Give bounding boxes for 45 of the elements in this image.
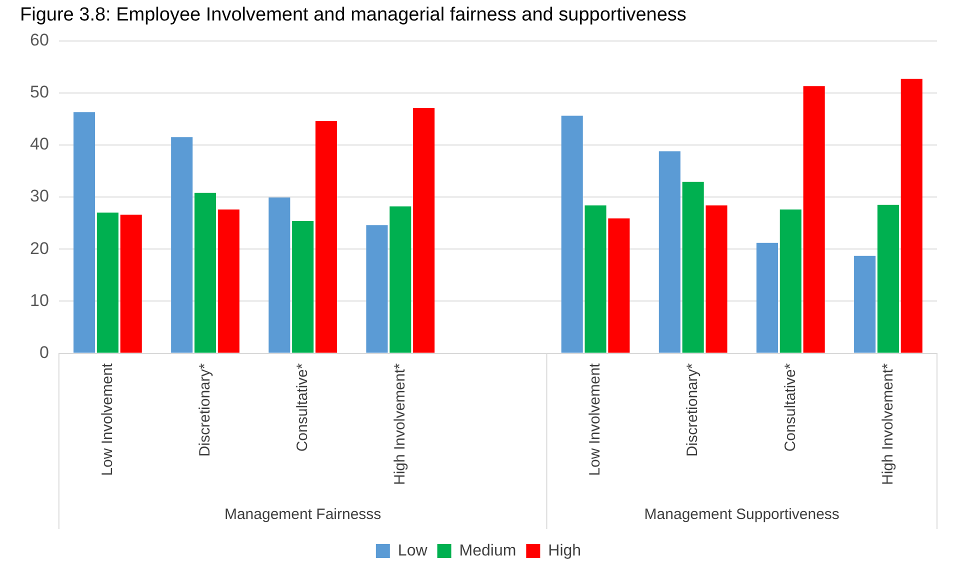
y-tick-label: 50	[30, 82, 49, 102]
x-tick-label: High Involvement*	[879, 363, 896, 486]
bar	[900, 78, 922, 353]
bar	[584, 205, 606, 353]
legend-label: Low	[398, 542, 428, 560]
bar	[877, 204, 899, 353]
x-tick-label: High Involvement*	[392, 363, 409, 486]
x-tick-label: Discretionary*	[196, 363, 214, 457]
bar	[218, 210, 240, 353]
bar	[292, 220, 314, 353]
y-tick-label: 0	[39, 342, 49, 362]
bar	[706, 205, 728, 353]
bar	[561, 116, 583, 353]
bar	[268, 198, 290, 353]
bar	[74, 112, 96, 353]
bar	[413, 108, 435, 353]
text: Management Fairnesss	[224, 506, 382, 524]
chart-title: Figure 3.8: Employee Involvement and managerial fairness and supportiveness	[20, 4, 686, 26]
y-tick-label: 30	[30, 186, 49, 206]
y-tick-label: 20	[30, 238, 49, 258]
x-tick-label: Low Involvement	[586, 362, 604, 476]
x-tick-label: Consultative*	[782, 363, 799, 452]
legend-label: High	[548, 542, 582, 560]
y-tick-label: 40	[30, 134, 49, 154]
bar	[171, 137, 193, 353]
x-tick-label: Low Involvement	[98, 362, 116, 476]
bar	[608, 218, 630, 353]
bar	[780, 210, 802, 353]
y-tick-label: 60	[30, 30, 49, 50]
bar	[96, 212, 118, 353]
bar	[315, 121, 338, 353]
bar	[390, 206, 412, 353]
bar	[194, 192, 216, 353]
bar	[366, 225, 388, 353]
bar	[756, 242, 778, 353]
bar	[658, 151, 680, 353]
x-tick-label: Consultative*	[294, 363, 311, 452]
x-tick-label: Discretionary*	[684, 363, 702, 457]
bar	[682, 182, 704, 353]
bar	[120, 214, 142, 353]
text: Management Supportiveness	[644, 506, 840, 524]
legend-label: Medium	[459, 542, 516, 560]
bar	[803, 86, 825, 353]
bar	[854, 256, 876, 353]
y-tick-label: 10	[30, 290, 49, 310]
